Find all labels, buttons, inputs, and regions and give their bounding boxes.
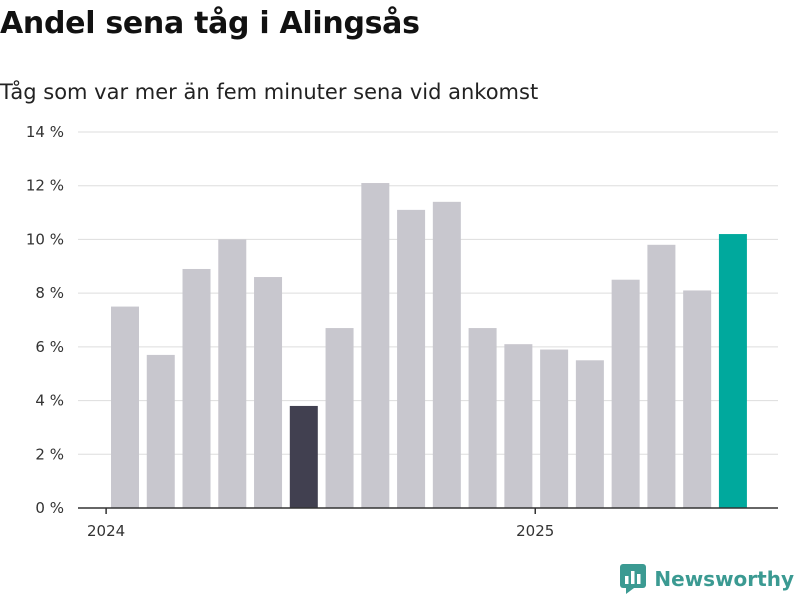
bar <box>111 306 139 508</box>
y-tick-label: 8 % <box>35 284 64 302</box>
y-tick-label: 12 % <box>26 177 64 195</box>
brand-logo: Newsworthy <box>620 564 794 594</box>
bar <box>361 183 390 508</box>
bar <box>397 209 426 508</box>
bar <box>540 349 569 508</box>
y-tick-label: 10 % <box>26 230 64 248</box>
bar <box>468 328 497 508</box>
bar <box>683 290 712 508</box>
y-tick-label: 0 % <box>35 499 64 517</box>
y-tick-label: 14 % <box>26 123 64 141</box>
x-tick-label: 2025 <box>516 522 554 540</box>
bar <box>289 405 318 508</box>
bar <box>718 234 747 509</box>
bar <box>611 279 640 508</box>
chart-subtitle: Tåg som var mer än fem minuter sena vid … <box>0 80 539 104</box>
bar <box>182 268 211 508</box>
bar <box>218 239 247 508</box>
bar <box>432 201 461 509</box>
bar <box>146 354 175 508</box>
bar <box>504 344 533 508</box>
bar-chart-speech-bubble-icon <box>620 564 647 594</box>
brand-name: Newsworthy <box>654 567 794 591</box>
x-tick-label: 2024 <box>87 522 125 540</box>
chart-title: Andel sena tåg i Alingsås <box>0 6 420 41</box>
y-tick-label: 6 % <box>35 338 64 356</box>
bar <box>325 328 354 508</box>
y-tick-label: 2 % <box>35 445 64 463</box>
bar <box>647 244 676 509</box>
bar <box>254 277 283 508</box>
y-tick-label: 4 % <box>35 392 64 410</box>
bar <box>575 360 604 508</box>
